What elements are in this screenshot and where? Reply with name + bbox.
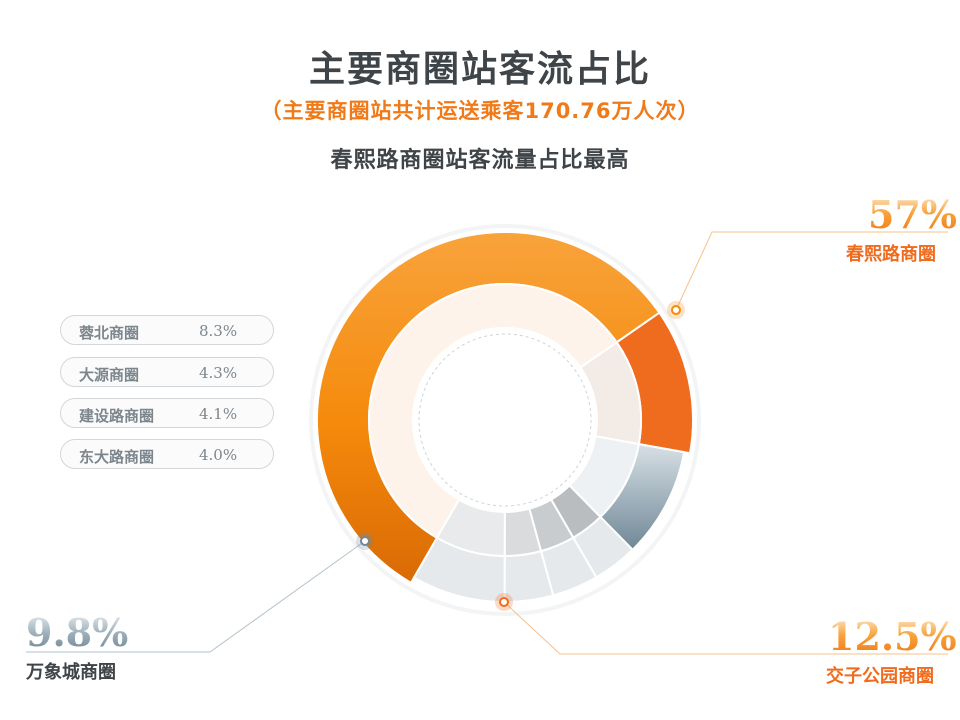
donut-slices (309, 224, 701, 616)
list-item-value: 4.1% (199, 405, 238, 423)
callout-wanxiang-label: 万象城商圈 (26, 662, 116, 683)
leader-chunxi (675, 231, 948, 311)
callout-leaders (26, 231, 948, 655)
donut-center (415, 330, 595, 510)
marker-jiaozi (499, 597, 509, 607)
marker-chunxi (671, 305, 681, 315)
donut-halo (309, 224, 701, 616)
list-item: 大源商圈 4.3% (60, 357, 274, 387)
callout-jiaozi-value: 12.5% (828, 614, 957, 659)
donut-center-ring (418, 333, 592, 507)
chart-headline: 春熙路商圈站客流量占比最高 (330, 148, 630, 173)
list-item-name: 蓉北商圈 (79, 324, 140, 342)
list-item-name: 大源商圈 (79, 366, 140, 384)
leader-jiaozi (503, 601, 948, 655)
list-item-value: 4.0% (199, 446, 238, 464)
callout-jiaozi-label: 交子公园商圈 (826, 666, 934, 687)
list-item-value: 8.3% (199, 322, 238, 340)
list-item-name: 建设路商圈 (79, 407, 155, 425)
chart-subtitle: （主要商圈站共计运送乘客170.76万人次） (260, 99, 700, 123)
callout-wanxiang-value: 9.8% (26, 610, 129, 655)
list-item: 东大路商圈 4.0% (60, 439, 274, 469)
marker-wanxiang (360, 536, 370, 546)
list-item-value: 4.3% (199, 364, 238, 382)
donut-inner-slice-7 (435, 498, 506, 558)
list-item-name: 东大路商圈 (79, 448, 155, 466)
donut-inner-slice-1 (368, 283, 619, 540)
leader-wanxiang (26, 540, 366, 653)
callout-chunxi-value: 57% (868, 192, 957, 237)
callout-chunxi-label: 春熙路商圈 (846, 244, 936, 265)
list-item: 蓉北商圈 8.3% (60, 315, 274, 345)
list-item: 建设路商圈 4.1% (60, 398, 274, 428)
chart-title: 主要商圈站客流占比 (308, 49, 651, 90)
